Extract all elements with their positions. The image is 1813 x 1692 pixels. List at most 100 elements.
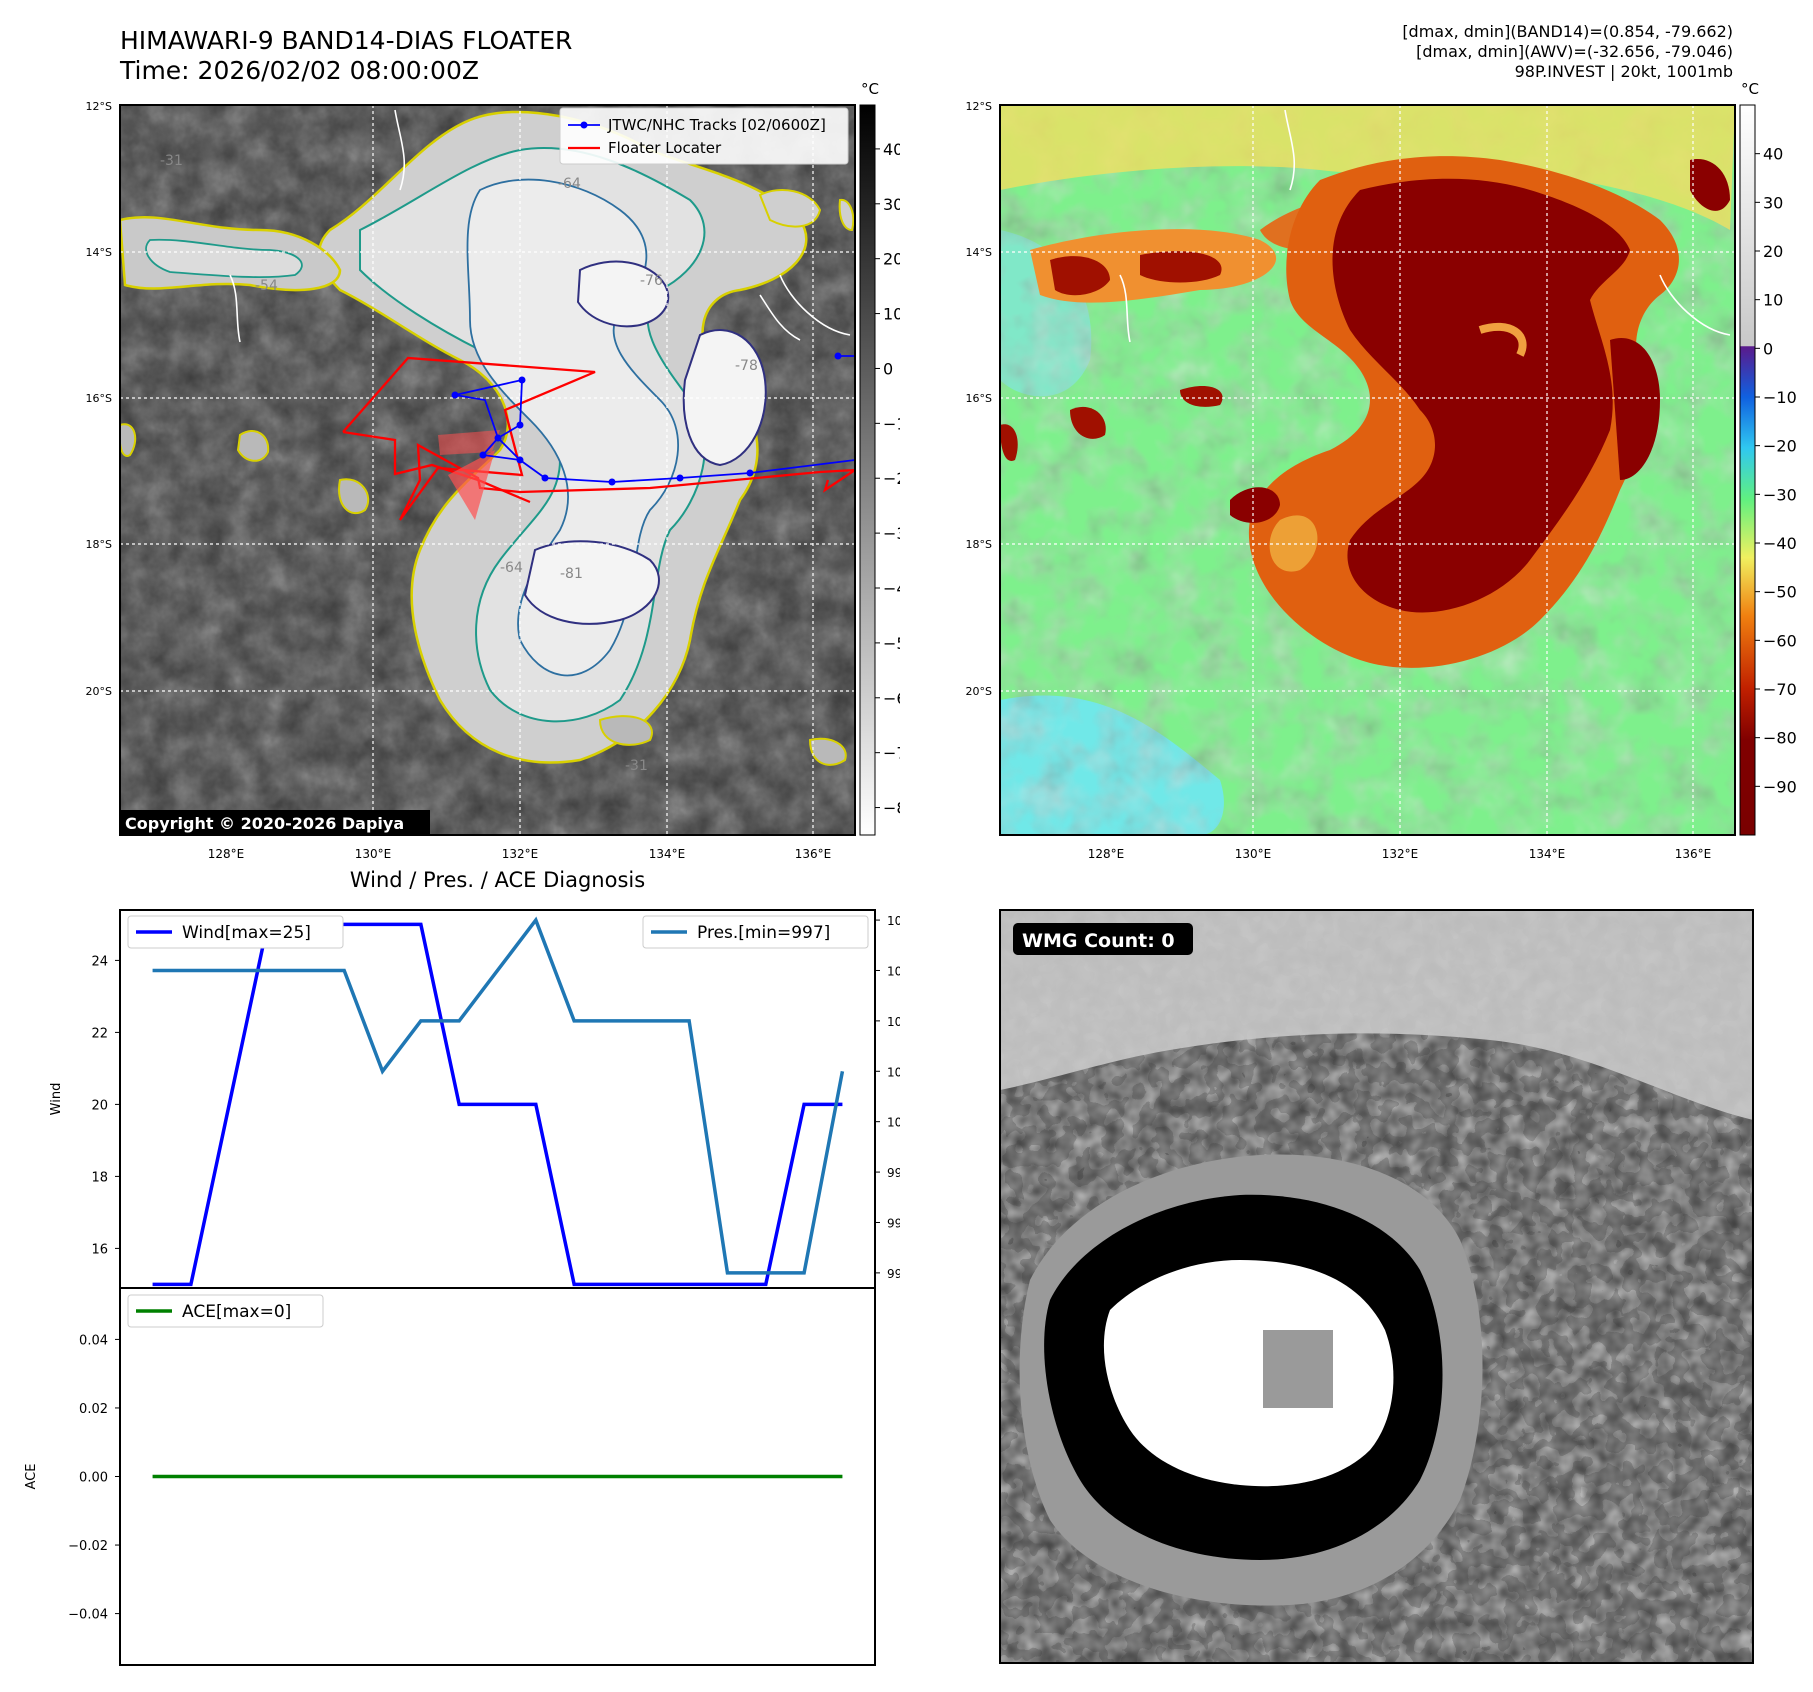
lon-tick: 132°E [1382,847,1419,861]
stats-line-storm: 98P.INVEST | 20kt, 1001mb [1514,62,1733,81]
pressure-tick-label: 1002 [887,1015,900,1029]
figure-title: HIMAWARI-9 BAND14-DIAS FLOATER [120,26,573,55]
coastline [1119,109,1731,343]
pressure-tick-label: 998 [887,1216,900,1230]
awv-enhanced-map-panel: 12°S 14°S 16°S 18°S 20°S 128°E 130°E 132… [966,80,1797,861]
wind-tick-label: 24 [91,954,108,969]
wmg-image-layer [1000,910,1753,1663]
colorbar-tick-label: 20 [883,250,900,269]
wind-tick-label: 20 [91,1098,108,1113]
map-gridlines [1000,105,1735,835]
ace-tick-label: −0.02 [68,1539,108,1554]
wind-tick-label: 22 [91,1026,108,1041]
colorbar-tick-label: 40 [883,140,900,159]
colorbar-tick-label: 10 [1763,291,1783,310]
diagnosis-chart-panel: 24 22 20 18 16 1004 1003 1002 1001 1000 999 998 997 0… [24,909,900,1666]
ace-axis-label: ACE [24,1464,39,1490]
colorbar-tick-label: −70 [1763,680,1797,699]
lon-tick-labels: 128°E 130°E 132°E 134°E 136°E [1088,847,1712,861]
colorbar-tick-label: −10 [883,414,900,433]
pressure-tick-label: 997 [887,1267,900,1281]
wind-tick-label: 16 [91,1242,108,1257]
colorbar-tick-label: −40 [883,579,900,598]
lat-tick: 20°S [86,685,112,698]
enhanced-colorbar: °C 40 30 20 10 0 −10 −20 −30 −40 −50 −60 −70 −80 −90 [1739,80,1797,836]
colorbar-tick-label: −90 [1763,777,1797,796]
ace-tick-label: 0.02 [79,1402,108,1417]
wind-legend: Wind[max=25] [127,915,344,949]
pressure-tick-label: 999 [887,1166,900,1180]
pressure-tick-label: 1003 [887,964,900,978]
lon-tick: 134°E [649,847,686,861]
map-legend: JTWC/NHC Tracks [02/0600Z] Floater Locat… [559,107,849,165]
contour-label: -76 [640,273,663,289]
stats-block: [dmax, dmin](BAND14)=(0.854, -79.662) [d… [1402,22,1733,82]
lon-tick: 134°E [1529,847,1566,861]
diagnosis-title: Wind / Pres. / ACE Diagnosis [349,868,646,892]
wind-series-line [152,922,843,1287]
colorbar-unit: °C [1741,80,1759,98]
colorbar-tick-label: −60 [883,689,900,708]
colorbar-tick-label: −70 [883,744,900,763]
ace-tick-label: −0.04 [68,1608,108,1623]
figure-time: Time: 2026/02/02 08:00:00Z [120,56,479,85]
lat-tick: 18°S [86,538,112,551]
colorbar-tick-label: −40 [1763,534,1797,553]
colorbar-tick-label: 0 [1763,339,1773,358]
contour-label: -64 [500,560,523,576]
lat-tick: 16°S [86,392,112,405]
coastline [229,109,851,343]
stats-line-band14: [dmax, dmin](BAND14)=(0.854, -79.662) [1402,22,1733,41]
gray-colorbar: °C 40 30 20 10 0 −10 −20 −30 −40 −50 −60 −70 −80 [859,80,900,836]
contour-label: -78 [735,358,758,374]
lat-tick: 20°S [966,685,992,698]
ace-tick-label: 0.00 [79,1471,108,1486]
ir-image-layer: -31 -31 -54 -64 -64 -76 -81 -78 [120,105,855,835]
contour-label: -54 [255,278,278,294]
colorbar-tick-label: 30 [883,195,900,214]
pressure-series-line [152,916,845,1275]
colorbar-tick-label: 30 [1763,193,1783,212]
wmg-panel: WMG Count: 0 [999,909,1754,1664]
legend-tracks-label: JTWC/NHC Tracks [02/0600Z] [607,116,826,134]
colorbar-unit: °C [861,80,879,98]
stats-line-awv: [dmax, dmin](AWV)=(-32.656, -79.046) [1416,42,1733,61]
lat-tick-labels: 12°S 14°S 16°S 18°S 20°S [966,100,992,698]
contour-label: -81 [560,566,583,582]
lat-tick: 18°S [966,538,992,551]
lon-tick: 132°E [502,847,539,861]
lon-tick: 128°E [1088,847,1125,861]
svg-text:ACE[max=0]: ACE[max=0] [182,1302,291,1322]
wind-axis-label: Wind [49,1083,64,1116]
colorbar-tick-label: 10 [883,305,900,324]
wmg-count-label: WMG Count: 0 [1022,930,1175,952]
pressure-legend: Pres.[min=997] [642,915,869,949]
colorbar-tick-label: 0 [883,359,893,378]
ace-legend: ACE[max=0] [127,1294,324,1328]
colorbar-tick-label: −50 [1763,583,1797,602]
colorbar-tick-label: −30 [1763,485,1797,504]
wind-tick-label: 18 [91,1170,108,1185]
contour-label: -31 [160,153,183,169]
colorbar-tick-label: −30 [883,524,900,543]
awv-image-layer [1000,105,1735,835]
lon-tick: 130°E [355,847,392,861]
lat-tick-labels: 12°S 14°S 16°S 18°S 20°S [86,100,112,698]
colorbar-tick-label: −80 [1763,729,1797,748]
map-gridlines [120,105,855,835]
colorbar-tick-label: −60 [1763,631,1797,650]
copyright-text: Copyright © 2020-2026 Dapiya [125,814,404,833]
contour-label: -31 [625,758,648,774]
floater-locater-outline [342,356,855,521]
svg-text:Pres.[min=997]: Pres.[min=997] [697,923,830,943]
colorbar-tick-label: 40 [1763,145,1783,164]
lat-tick: 14°S [966,246,992,259]
ace-tick-label: 0.04 [79,1333,108,1348]
lon-tick-labels: 128°E 130°E 132°E 134°E 136°E [208,847,832,861]
jtwc-track [451,352,855,486]
lat-tick: 14°S [86,246,112,259]
lon-tick: 128°E [208,847,245,861]
contour-label: -64 [558,176,581,192]
lat-tick: 16°S [966,392,992,405]
pressure-tick-label: 1004 [887,914,900,928]
